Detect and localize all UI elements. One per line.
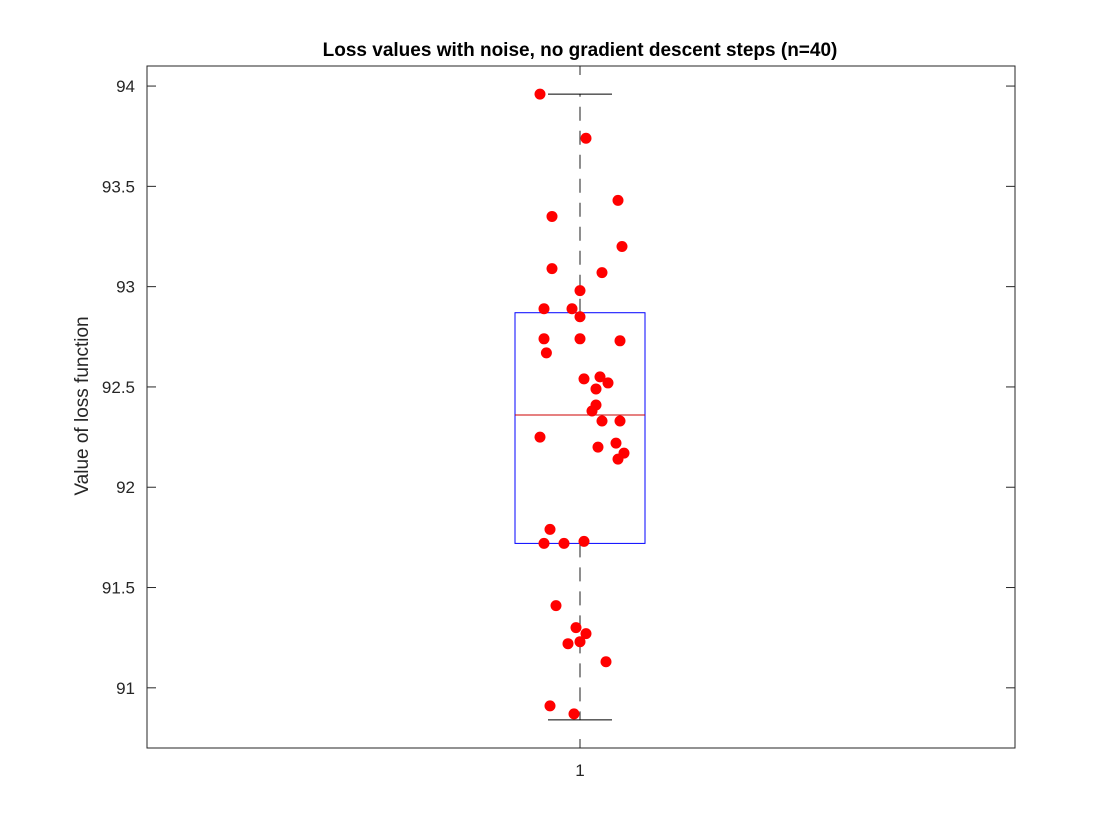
data-point: [538, 303, 550, 315]
y-tick-label: 93: [116, 278, 135, 297]
x-tick-label: 1: [575, 761, 584, 780]
data-point: [594, 371, 606, 383]
data-point: [574, 636, 586, 648]
data-point: [558, 537, 570, 549]
data-point: [544, 523, 556, 535]
data-point: [544, 700, 556, 712]
y-tick-label: 92.5: [102, 378, 135, 397]
y-tick-label: 92: [116, 478, 135, 497]
data-point: [614, 335, 626, 347]
data-point: [538, 537, 550, 549]
data-point: [566, 303, 578, 315]
y-tick-label: 91: [116, 679, 135, 698]
data-point: [618, 447, 630, 459]
data-point: [580, 628, 592, 640]
data-point: [574, 333, 586, 345]
y-tick-label: 94: [116, 77, 135, 96]
y-tick-label: 91.5: [102, 579, 135, 598]
data-point: [546, 263, 558, 275]
data-point: [568, 708, 580, 720]
iqr-box: [514, 312, 646, 544]
data-point: [534, 88, 546, 100]
data-point: [550, 600, 562, 612]
data-point: [600, 656, 612, 668]
data-point: [580, 132, 592, 144]
data-point: [592, 441, 604, 453]
data-point: [574, 311, 586, 323]
chart-title: Loss values with noise, no gradient desc…: [323, 40, 838, 61]
data-point: [570, 622, 582, 634]
data-point: [574, 285, 586, 297]
axes-frame: [146, 65, 1016, 749]
data-point: [562, 638, 574, 650]
data-point: [610, 437, 622, 449]
y-axis-label: Value of loss function: [72, 316, 93, 495]
data-point: [596, 415, 608, 427]
data-point: [578, 535, 590, 547]
data-point: [546, 210, 558, 222]
data-point: [590, 383, 602, 395]
data-point: [538, 333, 550, 345]
data-point: [540, 347, 552, 359]
data-point: [596, 267, 608, 279]
data-point: [534, 431, 546, 443]
y-tick-label: 93.5: [102, 177, 135, 196]
data-point: [614, 415, 626, 427]
data-point: [586, 405, 598, 417]
data-point: [602, 377, 614, 389]
data-point: [578, 373, 590, 385]
data-point: [612, 194, 624, 206]
plot-area: 91 91.5 92 92.5 93 93.5 94 1: [102, 65, 1016, 780]
data-point: [616, 241, 628, 253]
